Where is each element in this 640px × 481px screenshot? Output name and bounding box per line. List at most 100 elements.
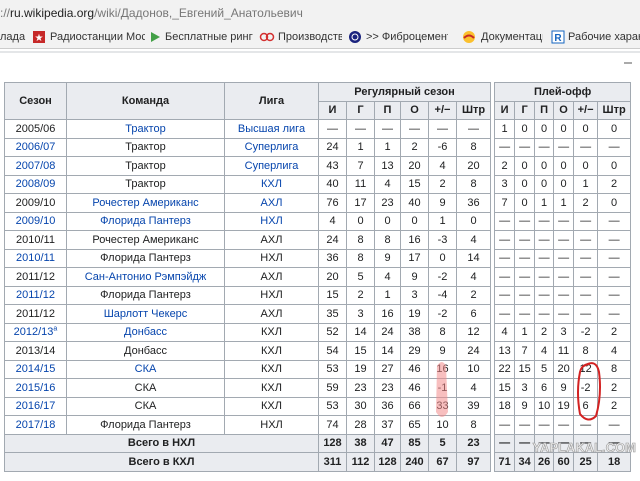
stat-cell: 0	[514, 119, 536, 139]
season[interactable]: 2007/08	[15, 159, 56, 172]
team[interactable]: Донбасс	[124, 326, 167, 339]
stat-cell: —	[494, 415, 516, 435]
bookmark[interactable]: Производство	[278, 31, 342, 43]
team[interactable]: Шарлотт Чекерс	[103, 307, 188, 320]
stat-cell: 76	[318, 193, 347, 213]
team[interactable]: Флорида Пантерз	[100, 215, 191, 228]
stat-cell: 52	[318, 322, 347, 342]
season[interactable]: 2017/18	[15, 418, 56, 431]
stat-cell: 34	[514, 452, 536, 472]
stat-cell: —	[346, 119, 375, 139]
team[interactable]: Рочестер Американс	[92, 196, 199, 209]
stat-cell: 10	[534, 396, 555, 416]
stat-cell: 35	[318, 304, 347, 324]
bookmark[interactable]: Бесплатные рингто	[165, 31, 253, 43]
league[interactable]: КХЛ	[261, 178, 282, 191]
stat-cell: 0	[553, 174, 575, 194]
league[interactable]: Высшая лига	[237, 122, 306, 135]
stat-cell: 4	[455, 267, 492, 287]
stat-cell: 10	[455, 359, 492, 379]
stat-cell: 8	[374, 230, 401, 250]
stat-cell: 1	[346, 137, 375, 157]
season-cell: 2015/16	[4, 378, 67, 398]
team-cell: Рочестер Американс	[66, 230, 225, 250]
stat-cell: 16	[428, 359, 457, 379]
stat-cell: —	[597, 230, 632, 250]
stat-cell: -1	[428, 378, 457, 398]
season[interactable]: 2009/10	[15, 215, 56, 228]
spacer	[490, 212, 495, 231]
season[interactable]: 2012/13	[13, 326, 54, 339]
league[interactable]: АХЛ	[260, 196, 283, 209]
season[interactable]: 2016/17	[15, 400, 56, 413]
season-cell: 2016/17	[4, 396, 67, 416]
bookmark[interactable]: >> Фиброцементн	[366, 31, 448, 43]
url[interactable]: ://ru.wikipedia.org/wiki/Дадонов,_Евгени…	[0, 6, 303, 20]
stat-cell: 3	[514, 378, 536, 398]
bookmark[interactable]: лада	[0, 31, 26, 43]
league-cell: Высшая лига	[224, 119, 319, 139]
spacer	[490, 249, 495, 268]
stat-cell: —	[514, 230, 536, 250]
season[interactable]: 2010/11	[16, 252, 55, 265]
spacer	[490, 119, 495, 138]
stat-cell: 0	[514, 174, 536, 194]
stat-cell: 2	[597, 322, 632, 342]
season-row: 2012/13a Донбасс КХЛ 52 14 24 38 8 12 4 1 2 3 -2 2	[4, 322, 632, 342]
season-cell: 2017/18	[4, 415, 67, 435]
stat-cell: —	[514, 211, 536, 231]
team[interactable]: СКА	[134, 363, 157, 376]
stat-cell: 4	[455, 230, 492, 250]
stat-cell: 8	[455, 137, 492, 157]
spacer	[490, 138, 495, 157]
stat-cell: 2	[400, 137, 429, 157]
stat-cell: 74	[318, 415, 347, 435]
season[interactable]: 2015/16	[15, 381, 56, 394]
league: АХЛ	[260, 270, 283, 283]
season[interactable]: 2011/12	[16, 289, 55, 302]
stat-cell: 14	[455, 248, 492, 268]
stat-cell: 4	[455, 378, 492, 398]
team-cell: Флорида Пантерз	[66, 248, 225, 268]
bookmark[interactable]: Радиостанции Моск	[50, 31, 145, 43]
team[interactable]: Трактор	[125, 122, 166, 135]
season-row: 2010/11 Флорида Пантерз НХЛ 36 8 9 17 0 14— — — — — —	[4, 248, 632, 268]
stat-cell: 0	[534, 156, 555, 176]
stat-cell: 38	[346, 433, 375, 453]
season: 2010/11	[16, 233, 55, 246]
url-host: ru.wikipedia.org	[10, 6, 95, 20]
group-header: Плей-офф	[494, 82, 632, 102]
season[interactable]: 2008/09	[15, 178, 56, 191]
header-row: Сезон Команда Лига Регулярный сезон Плей-офф	[4, 82, 632, 120]
spacer	[490, 230, 495, 249]
league-cell: АХЛ	[224, 193, 319, 213]
team: Трактор	[125, 178, 166, 191]
season-cell: 2010/11	[4, 248, 67, 268]
stat-cell: 24	[318, 230, 347, 250]
league[interactable]: НХЛ	[260, 215, 283, 228]
league[interactable]: Суперлига	[244, 159, 299, 172]
stat-cell: —	[534, 433, 555, 453]
stat-cell: —	[514, 433, 536, 453]
stat-cell: 8	[597, 359, 632, 379]
stat-cell: —	[553, 415, 575, 435]
page-top	[0, 51, 640, 64]
stat-cell: 43	[318, 156, 347, 176]
bookmark-icon	[151, 32, 160, 42]
season[interactable]: 2014/15	[15, 363, 56, 376]
stat-cell: 33	[428, 396, 457, 416]
address-bar[interactable]: ://ru.wikipedia.org/wiki/Дадонов,_Евгени…	[0, 0, 640, 26]
stat-cell: -2	[428, 267, 457, 287]
svg-text:★: ★	[35, 33, 44, 44]
stat-cell: 2	[455, 285, 492, 305]
stat-cell: —	[534, 248, 555, 268]
league-cell: КХЛ	[224, 396, 319, 416]
team[interactable]: Сан-Антонио Рэмпэйдж	[84, 270, 207, 283]
bookmark[interactable]: Рабочие характер	[568, 31, 640, 43]
season-cell: 2006/07	[4, 137, 67, 157]
bookmark[interactable]: Документация	[481, 31, 543, 43]
league: КХЛ	[261, 344, 282, 357]
season[interactable]: 2006/07	[15, 141, 56, 154]
league[interactable]: Суперлига	[244, 141, 299, 154]
stat-cell: 1	[428, 211, 457, 231]
